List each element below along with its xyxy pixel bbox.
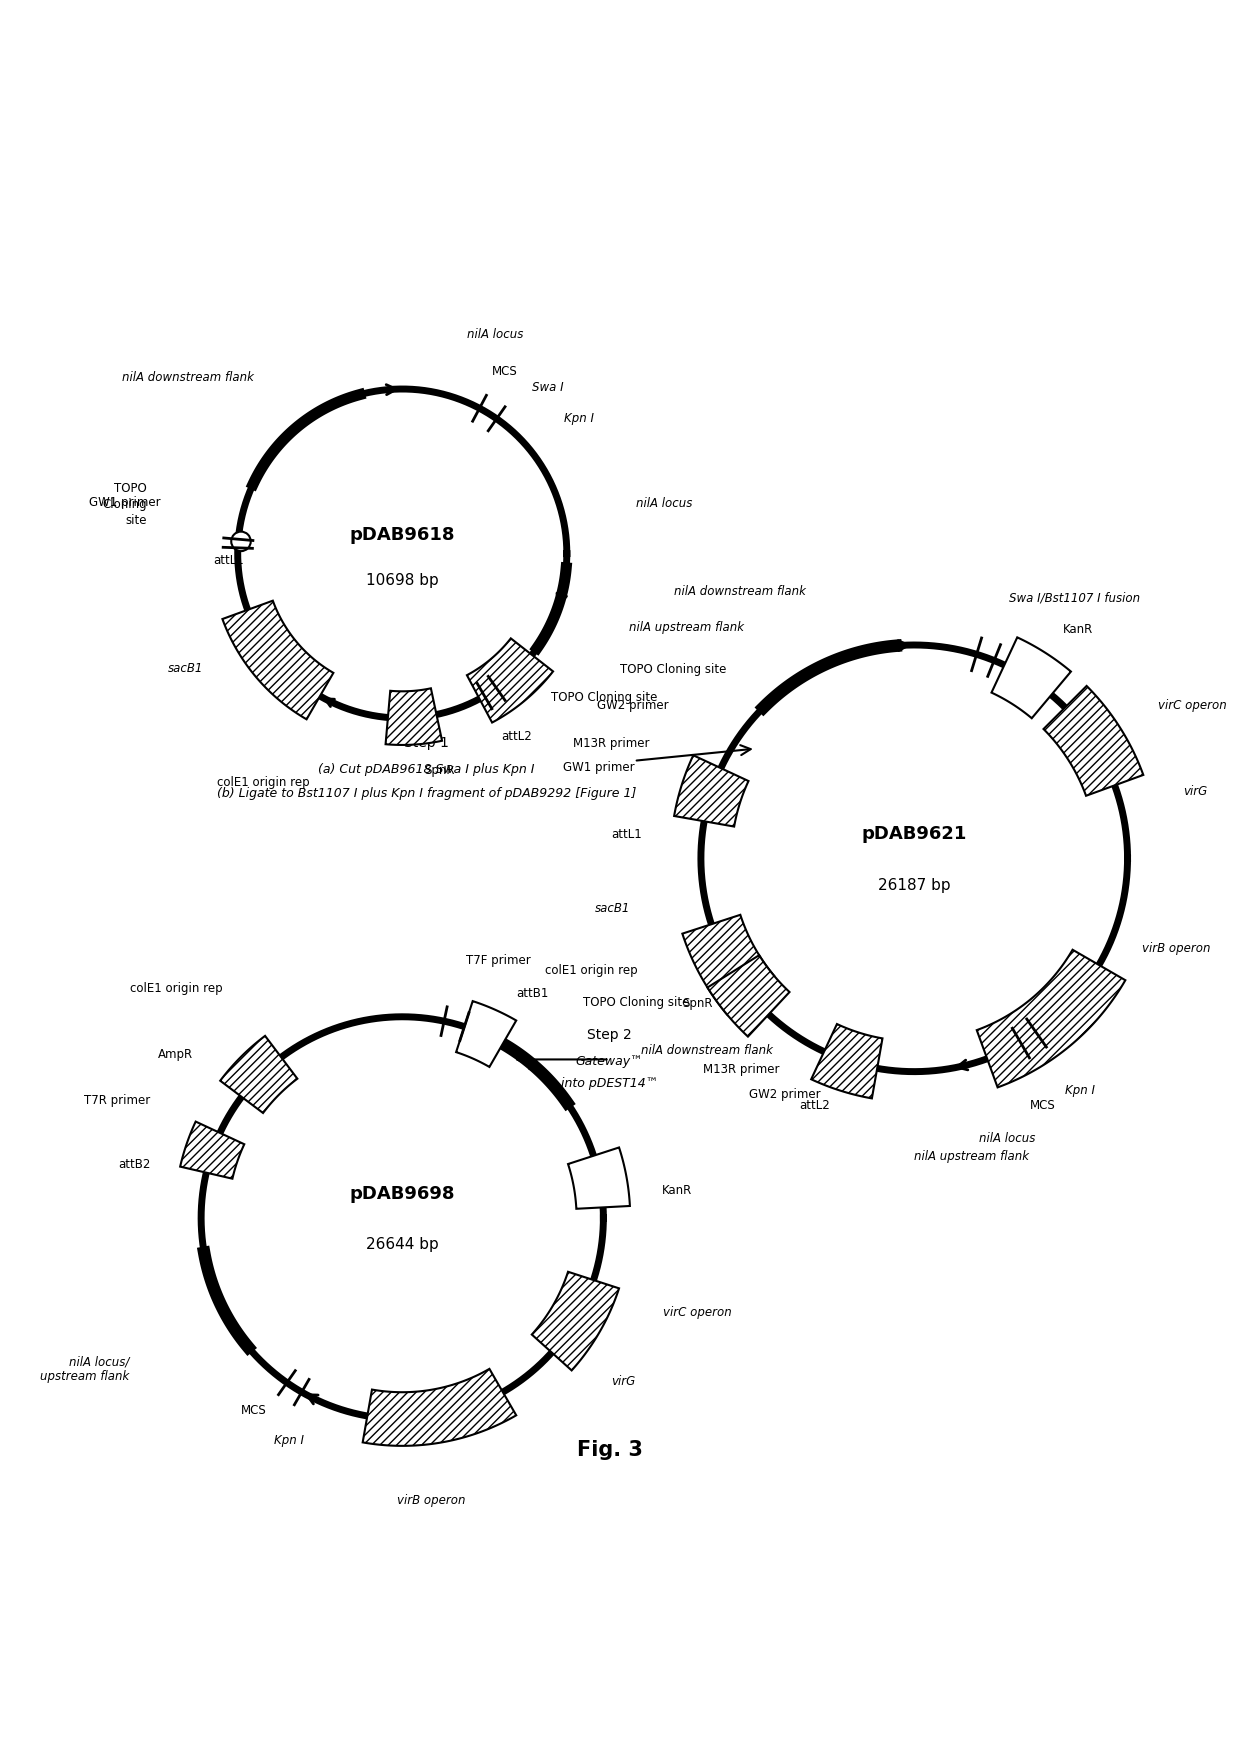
Text: pDAB9621: pDAB9621 xyxy=(862,825,967,843)
Text: AmpR: AmpR xyxy=(157,1048,193,1060)
Text: Swa I: Swa I xyxy=(532,381,563,393)
Text: M13R primer: M13R primer xyxy=(573,736,650,750)
Text: Gateway™: Gateway™ xyxy=(575,1055,644,1069)
Text: pDAB9698: pDAB9698 xyxy=(350,1184,455,1203)
Text: attB2: attB2 xyxy=(118,1158,150,1172)
Text: virB operon: virB operon xyxy=(1142,942,1210,956)
Polygon shape xyxy=(222,601,334,719)
Text: TOPO Cloning site: TOPO Cloning site xyxy=(583,996,689,1008)
Polygon shape xyxy=(532,1271,619,1370)
Text: KanR: KanR xyxy=(662,1184,693,1198)
Text: attL2: attL2 xyxy=(799,1099,830,1112)
Text: Step 2: Step 2 xyxy=(587,1027,632,1043)
Text: nilA locus: nilA locus xyxy=(980,1132,1035,1146)
Polygon shape xyxy=(467,639,553,723)
Text: Swa I/Bst1107 I fusion: Swa I/Bst1107 I fusion xyxy=(1009,592,1141,604)
Text: nilA locus: nilA locus xyxy=(467,327,523,341)
Text: Kpn I: Kpn I xyxy=(274,1435,304,1447)
Polygon shape xyxy=(675,756,749,827)
Text: GW1 primer: GW1 primer xyxy=(89,496,161,508)
Text: nilA locus/
upstream flank: nilA locus/ upstream flank xyxy=(41,1354,130,1382)
Text: nilA downstream flank: nilA downstream flank xyxy=(641,1045,773,1057)
Text: Step 1: Step 1 xyxy=(404,735,449,750)
Polygon shape xyxy=(811,1024,883,1099)
Text: GW1 primer: GW1 primer xyxy=(563,761,634,773)
Polygon shape xyxy=(221,1036,298,1112)
Text: attB1: attB1 xyxy=(516,987,549,1001)
Text: T7R primer: T7R primer xyxy=(84,1093,151,1107)
Text: TOPO Cloning site: TOPO Cloning site xyxy=(551,691,657,705)
Text: TOPO Cloning site: TOPO Cloning site xyxy=(620,663,727,676)
Text: nilA downstream flank: nilA downstream flank xyxy=(675,585,806,597)
Text: virG: virG xyxy=(1183,785,1208,797)
Circle shape xyxy=(231,531,250,552)
Text: sacB1: sacB1 xyxy=(167,662,202,676)
Polygon shape xyxy=(682,914,774,1015)
Text: virB operon: virB operon xyxy=(397,1494,465,1508)
Text: nilA locus: nilA locus xyxy=(636,498,692,510)
Polygon shape xyxy=(568,1147,630,1208)
Text: (b) Ligate to Bst1107 I plus Kpn I fragment of pDAB9292 [Figure 1]: (b) Ligate to Bst1107 I plus Kpn I fragm… xyxy=(217,787,636,801)
Text: MCS: MCS xyxy=(492,364,517,378)
Polygon shape xyxy=(180,1121,244,1179)
Text: nilA upstream flank: nilA upstream flank xyxy=(629,622,744,634)
Text: virC operon: virC operon xyxy=(663,1306,732,1320)
Text: (a) Cut pDAB9618 Swa I plus Kpn I: (a) Cut pDAB9618 Swa I plus Kpn I xyxy=(319,763,534,776)
Text: 10698 bp: 10698 bp xyxy=(366,573,439,588)
Text: colE1 origin rep: colE1 origin rep xyxy=(130,982,223,994)
Text: MCS: MCS xyxy=(241,1403,267,1417)
Text: KanR: KanR xyxy=(1063,623,1094,635)
Text: SpnR: SpnR xyxy=(683,996,713,1010)
Polygon shape xyxy=(977,951,1126,1088)
Polygon shape xyxy=(708,956,790,1036)
Text: Fig. 3: Fig. 3 xyxy=(577,1440,642,1459)
Text: nilA upstream flank: nilA upstream flank xyxy=(914,1151,1029,1163)
Polygon shape xyxy=(1044,686,1143,796)
Text: sacB1: sacB1 xyxy=(595,902,631,914)
Text: SpnR: SpnR xyxy=(424,764,455,776)
Text: TOPO
Cloning
site: TOPO Cloning site xyxy=(103,482,148,528)
Text: virC operon: virC operon xyxy=(1158,700,1228,712)
Text: pDAB9618: pDAB9618 xyxy=(350,526,455,545)
Text: T7F primer: T7F primer xyxy=(466,954,531,966)
Text: 26187 bp: 26187 bp xyxy=(878,877,951,893)
Polygon shape xyxy=(992,637,1071,719)
Text: attL1: attL1 xyxy=(611,829,642,841)
Polygon shape xyxy=(362,1368,516,1445)
Text: Kpn I: Kpn I xyxy=(564,411,594,425)
Text: nilA downstream flank: nilA downstream flank xyxy=(123,371,254,383)
Polygon shape xyxy=(456,1001,516,1067)
Text: GW2 primer: GW2 primer xyxy=(749,1088,821,1100)
Text: colE1 origin rep: colE1 origin rep xyxy=(217,776,310,789)
Text: colE1 origin rep: colE1 origin rep xyxy=(544,965,637,977)
Text: virG: virG xyxy=(611,1375,636,1388)
Text: M13R primer: M13R primer xyxy=(703,1064,780,1076)
Text: Kpn I: Kpn I xyxy=(1065,1085,1095,1097)
Text: 26644 bp: 26644 bp xyxy=(366,1238,439,1252)
Text: MCS: MCS xyxy=(1029,1099,1055,1112)
Text: GW2 primer: GW2 primer xyxy=(596,700,668,712)
Polygon shape xyxy=(386,688,441,745)
Text: into pDEST14™: into pDEST14™ xyxy=(560,1078,658,1090)
Text: attL1: attL1 xyxy=(213,554,244,566)
Text: attL2: attL2 xyxy=(501,729,532,743)
